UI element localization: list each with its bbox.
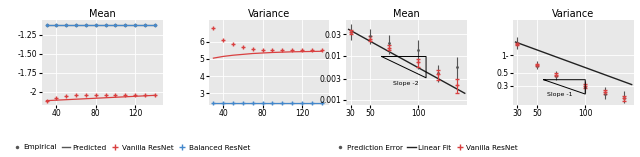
Title: Mean: Mean xyxy=(89,9,115,19)
Legend: Empirical, Predicted, Vanilla ResNet, Balanced ResNet: Empirical, Predicted, Vanilla ResNet, Ba… xyxy=(10,142,253,153)
Title: Mean: Mean xyxy=(393,9,420,19)
Text: Slope -2: Slope -2 xyxy=(393,81,419,86)
Title: Variance: Variance xyxy=(248,9,290,19)
Title: Variance: Variance xyxy=(552,9,595,19)
Legend: Prediction Error, Linear Fit, Vanilla ResNet: Prediction Error, Linear Fit, Vanilla Re… xyxy=(333,142,521,153)
Text: Slope -1: Slope -1 xyxy=(547,92,572,97)
